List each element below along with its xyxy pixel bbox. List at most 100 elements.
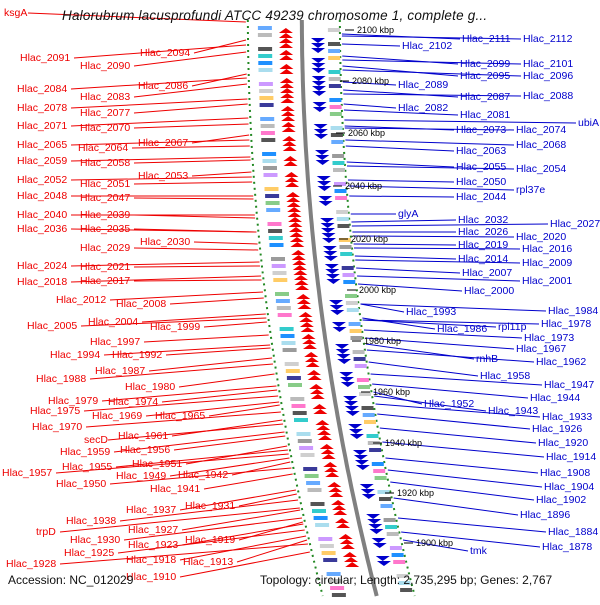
reverse-gene-label[interactable]: Hlac_2087 [460, 91, 510, 103]
forward-gene-label[interactable]: Hlac_1913 [183, 556, 233, 568]
reverse-gene-label[interactable]: rnhB [476, 353, 498, 365]
reverse-gene-label[interactable]: Hlac_1962 [536, 356, 586, 368]
forward-gene-label[interactable]: Hlac_2047 [80, 192, 130, 204]
reverse-gene-label[interactable]: Hlac_2000 [464, 285, 514, 297]
forward-gene-label[interactable]: Hlac_2091 [20, 52, 70, 64]
forward-gene-label[interactable]: Hlac_1992 [112, 349, 162, 361]
forward-gene-label[interactable]: Hlac_2084 [17, 83, 67, 95]
reverse-gene-label[interactable]: Hlac_2055 [456, 161, 506, 173]
forward-gene-label[interactable]: Hlac_2012 [56, 294, 106, 306]
forward-gene-label[interactable]: Hlac_2052 [17, 174, 67, 186]
forward-gene-label[interactable]: Hlac_1928 [6, 558, 56, 570]
reverse-gene-label[interactable]: Hlac_2016 [522, 243, 572, 255]
forward-gene-label[interactable]: Hlac_2008 [116, 298, 166, 310]
forward-gene-label[interactable]: Hlac_1918 [126, 554, 176, 566]
forward-gene-label[interactable]: Hlac_2078 [17, 102, 67, 114]
forward-gene-label[interactable]: Hlac_1925 [64, 547, 114, 559]
forward-gene-label[interactable]: Hlac_2018 [17, 276, 67, 288]
forward-gene-label[interactable]: Hlac_2021 [80, 261, 130, 273]
reverse-gene-label[interactable]: Hlac_1908 [540, 467, 590, 479]
reverse-gene-label[interactable]: Hlac_1978 [541, 318, 591, 330]
forward-gene-label[interactable]: Hlac_1975 [30, 405, 80, 417]
forward-gene-label[interactable]: Hlac_1974 [108, 396, 158, 408]
reverse-gene-label[interactable]: Hlac_1958 [480, 370, 530, 382]
forward-gene-label[interactable]: Hlac_1970 [32, 421, 82, 433]
forward-gene-label[interactable]: Hlac_2024 [17, 260, 67, 272]
reverse-gene-label[interactable]: Hlac_1920 [538, 437, 588, 449]
forward-gene-label[interactable]: Hlac_1965 [155, 410, 205, 422]
reverse-gene-label[interactable]: Hlac_2099 [460, 58, 510, 70]
reverse-gene-label[interactable]: Hlac_1986 [437, 323, 487, 335]
reverse-gene-label[interactable]: Hlac_1933 [542, 411, 592, 423]
forward-gene-label[interactable]: trpD [36, 526, 56, 538]
reverse-gene-label[interactable]: Hlac_2001 [522, 275, 572, 287]
reverse-gene-label[interactable]: Hlac_2032 [458, 214, 508, 226]
forward-gene-label[interactable]: Hlac_2067 [138, 137, 188, 149]
forward-gene-label[interactable]: Hlac_1959 [60, 446, 110, 458]
reverse-gene-label[interactable]: Hlac_2050 [456, 176, 506, 188]
forward-gene-label[interactable]: Hlac_1910 [126, 571, 176, 583]
reverse-gene-label[interactable]: Hlac_2027 [550, 218, 600, 230]
forward-gene-label[interactable]: Hlac_1949 [116, 470, 166, 482]
reverse-gene-label[interactable]: rpl11p [498, 321, 527, 333]
reverse-gene-label[interactable]: Hlac_2074 [516, 124, 566, 136]
reverse-gene-label[interactable]: Hlac_1902 [536, 494, 586, 506]
forward-gene-label[interactable]: Hlac_1941 [150, 483, 200, 495]
forward-gene-label[interactable]: Hlac_2029 [80, 242, 130, 254]
forward-gene-label[interactable]: Hlac_1950 [56, 478, 106, 490]
reverse-gene-label[interactable]: ubiA [578, 117, 599, 129]
forward-gene-label[interactable]: Hlac_1957 [2, 467, 52, 479]
forward-gene-label[interactable]: Hlac_1931 [185, 500, 235, 512]
forward-gene-label[interactable]: Hlac_2070 [80, 122, 130, 134]
forward-gene-label[interactable]: Hlac_2036 [17, 223, 67, 235]
reverse-gene-label[interactable]: Hlac_2044 [456, 191, 506, 203]
reverse-gene-label[interactable]: Hlac_2089 [398, 79, 448, 91]
forward-gene-label[interactable]: Hlac_1938 [66, 515, 116, 527]
forward-gene-label[interactable]: Hlac_1937 [126, 504, 176, 516]
forward-gene-label[interactable]: Hlac_1927 [128, 524, 178, 536]
reverse-gene-label[interactable]: Hlac_2063 [456, 145, 506, 157]
forward-gene-label[interactable]: Hlac_2065 [17, 139, 67, 151]
reverse-gene-label[interactable]: Hlac_1926 [532, 423, 582, 435]
reverse-gene-label[interactable]: Hlac_2112 [523, 33, 573, 45]
forward-gene-label[interactable]: Hlac_1942 [178, 469, 228, 481]
reverse-gene-label[interactable]: Hlac_2096 [523, 70, 573, 82]
reverse-gene-label[interactable]: Hlac_2082 [398, 102, 448, 114]
reverse-gene-label[interactable]: Hlac_1904 [544, 481, 594, 493]
forward-gene-label[interactable]: Hlac_2059 [17, 155, 67, 167]
forward-gene-label[interactable]: Hlac_2077 [80, 107, 130, 119]
forward-gene-label[interactable]: Hlac_2058 [80, 157, 130, 169]
forward-gene-label[interactable]: Hlac_2048 [17, 190, 67, 202]
forward-gene-label[interactable]: Hlac_1969 [92, 410, 142, 422]
forward-gene-label[interactable]: Hlac_2017 [80, 275, 130, 287]
reverse-gene-label[interactable]: Hlac_2111 [462, 33, 511, 45]
reverse-gene-label[interactable]: Hlac_2019 [458, 239, 508, 251]
reverse-gene-label[interactable]: glyA [398, 208, 418, 220]
forward-gene-label[interactable]: Hlac_2090 [80, 60, 130, 72]
forward-gene-label[interactable]: Hlac_2030 [140, 236, 190, 248]
reverse-gene-label[interactable]: Hlac_1944 [530, 392, 580, 404]
forward-gene-label[interactable]: Hlac_1994 [50, 349, 100, 361]
reverse-gene-label[interactable]: Hlac_2081 [460, 109, 510, 121]
forward-gene-label[interactable]: Hlac_2053 [138, 170, 188, 182]
reverse-gene-label[interactable]: Hlac_2088 [523, 90, 573, 102]
reverse-gene-label[interactable]: Hlac_1878 [542, 541, 592, 553]
reverse-gene-label[interactable]: tmk [470, 545, 488, 557]
forward-gene-label[interactable]: Hlac_1919 [185, 534, 235, 546]
forward-gene-label[interactable]: Hlac_1923 [128, 539, 178, 551]
forward-gene-label[interactable]: Hlac_1997 [90, 336, 140, 348]
forward-gene-label[interactable]: Hlac_2094 [140, 47, 190, 59]
reverse-gene-label[interactable]: Hlac_1993 [406, 306, 456, 318]
reverse-gene-label[interactable]: Hlac_2007 [462, 267, 512, 279]
forward-gene-label[interactable]: Hlac_2005 [27, 320, 77, 332]
forward-gene-label[interactable]: Hlac_1999 [150, 321, 200, 333]
reverse-gene-label[interactable]: Hlac_1984 [548, 305, 598, 317]
forward-gene-label[interactable]: Hlac_1988 [36, 373, 86, 385]
forward-gene-label[interactable]: Hlac_2071 [17, 120, 67, 132]
forward-gene-label[interactable]: Hlac_2035 [80, 223, 130, 235]
forward-gene-label[interactable]: Hlac_1930 [70, 534, 120, 546]
reverse-gene-label[interactable]: Hlac_2054 [516, 163, 566, 175]
reverse-gene-label[interactable]: Hlac_1943 [488, 405, 538, 417]
reverse-gene-label[interactable]: Hlac_2073 [456, 124, 506, 136]
forward-gene-label[interactable]: Hlac_2083 [80, 91, 130, 103]
